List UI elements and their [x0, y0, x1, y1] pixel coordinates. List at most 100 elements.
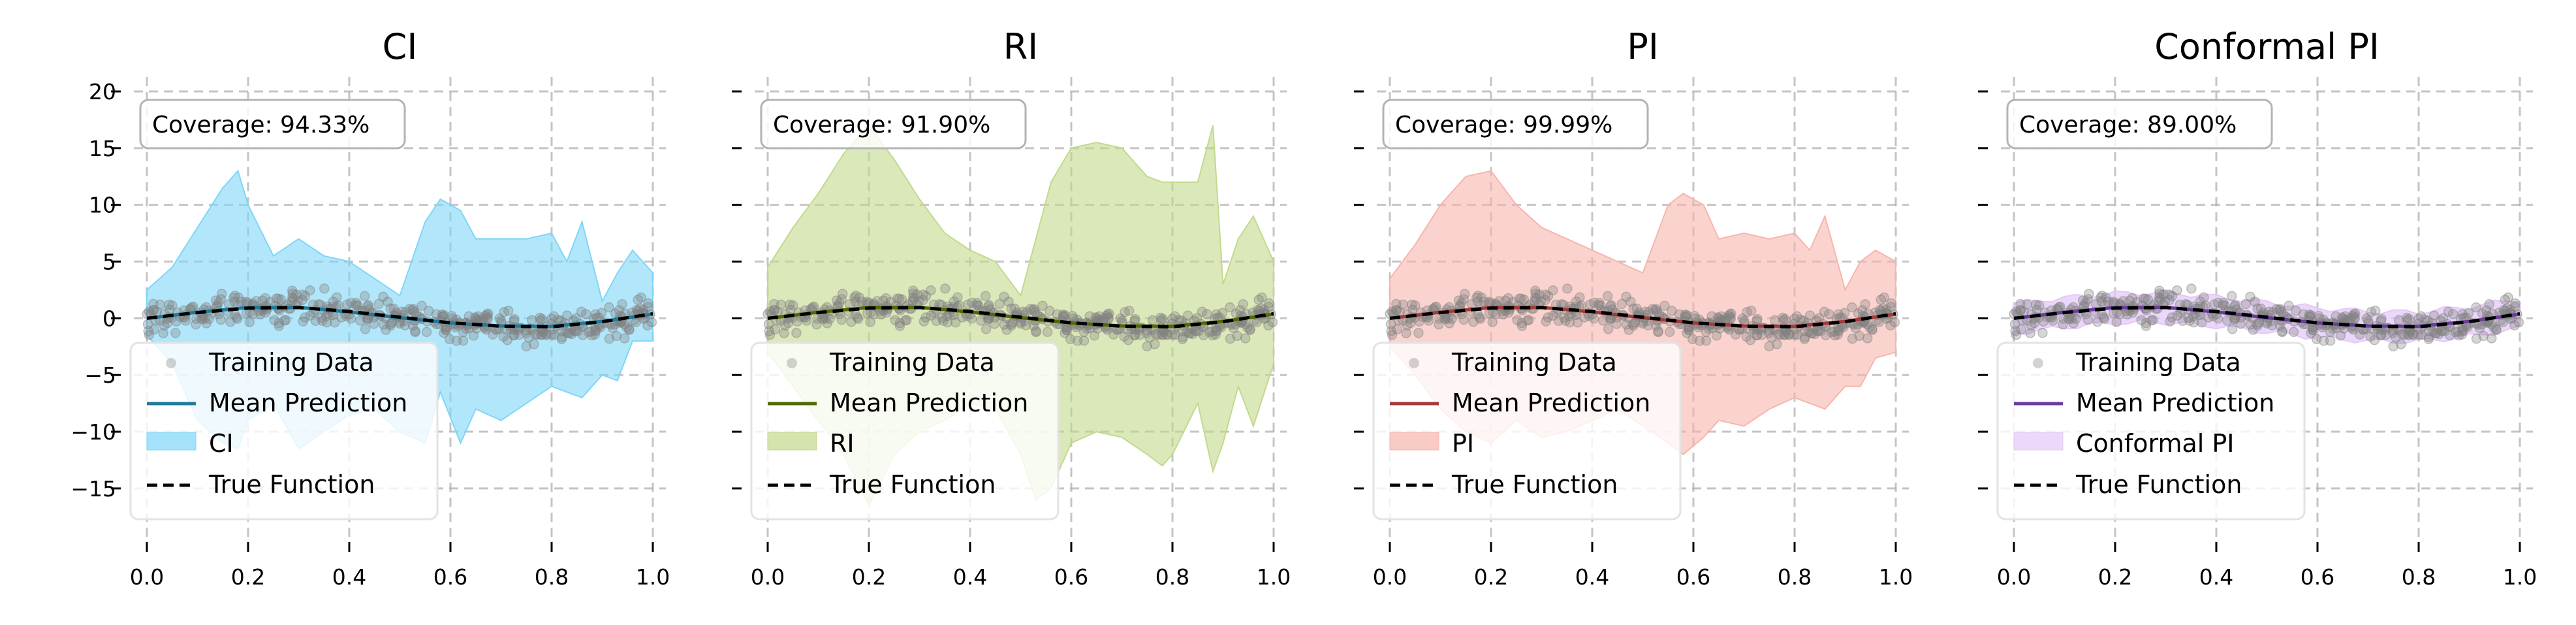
training-point [1006, 303, 1016, 314]
training-point [1627, 319, 1639, 330]
training-point [768, 305, 779, 316]
training-point [849, 292, 860, 303]
x-tick-label: 0.0 [1997, 564, 2031, 590]
training-point [1647, 304, 1658, 315]
training-point [170, 328, 181, 338]
x-tick-label: 0.0 [751, 564, 785, 590]
training-point [1120, 306, 1130, 317]
training-point [1603, 324, 1614, 334]
training-point [1401, 328, 1411, 338]
training-point [981, 324, 992, 334]
training-point [1626, 296, 1636, 307]
x-tick-label: 1.0 [636, 564, 670, 590]
legend-box [750, 342, 1060, 521]
training-point [1687, 334, 1698, 345]
training-point [2114, 309, 2125, 319]
training-point [288, 294, 299, 305]
training-point [291, 289, 302, 300]
training-point [2058, 319, 2068, 330]
training-point [2218, 298, 2229, 308]
legend-band-swatch [2013, 432, 2064, 451]
training-point [482, 312, 493, 323]
training-point [2183, 313, 2194, 323]
training-point [2167, 291, 2178, 302]
training-point [1162, 330, 1172, 340]
training-point [236, 296, 247, 307]
training-point [1169, 329, 1180, 340]
training-point [791, 328, 802, 338]
training-point [1757, 329, 1768, 340]
training-point [862, 308, 873, 319]
training-point [1093, 311, 1105, 322]
training-point [1642, 320, 1654, 330]
training-point [1387, 306, 1398, 317]
training-point [1534, 289, 1545, 300]
training-point [1711, 330, 1722, 341]
training-point [1405, 317, 1416, 329]
panel-title: CI [383, 26, 418, 67]
training-point [431, 309, 442, 320]
training-point [1141, 328, 1152, 338]
x-tick-label: 0.0 [1373, 564, 1407, 590]
x-tick-label: 0.4 [2199, 564, 2233, 590]
training-point [1020, 320, 1031, 330]
training-point [2140, 293, 2151, 304]
training-point [2275, 304, 2285, 315]
coverage-box [2006, 99, 2273, 150]
training-point [2186, 283, 2197, 294]
training-point [894, 293, 905, 304]
legend-box [129, 342, 439, 521]
training-point [2092, 317, 2103, 327]
training-point [1061, 325, 1072, 336]
x-tick-label: 0.8 [2402, 564, 2436, 590]
training-point [642, 320, 653, 331]
training-point [444, 334, 455, 345]
training-point [2450, 327, 2461, 338]
training-point [952, 292, 963, 302]
training-point [2080, 298, 2091, 308]
training-point [1651, 304, 1661, 315]
training-point [228, 292, 239, 303]
training-point [229, 296, 240, 307]
training-point [363, 300, 373, 311]
training-point [1184, 328, 1195, 339]
true-function-line [146, 306, 653, 329]
training-point [604, 333, 615, 344]
training-point [2015, 305, 2026, 316]
training-point [2103, 296, 2114, 307]
training-point [792, 316, 802, 327]
training-point [643, 298, 653, 309]
training-point [1680, 309, 1691, 320]
training-point [2154, 293, 2165, 303]
training-point [1725, 312, 1736, 323]
training-point [2252, 303, 2263, 314]
training-point [2172, 285, 2182, 296]
training-point [1003, 296, 1014, 307]
training-point [1423, 315, 1434, 326]
training-point [362, 301, 373, 312]
training-point [316, 313, 327, 323]
training-point [1751, 330, 1762, 341]
training-point [1475, 313, 1486, 325]
training-point [1522, 315, 1533, 326]
training-point [1263, 302, 1274, 312]
training-point [546, 329, 557, 340]
training-point [963, 299, 973, 310]
training-point [2098, 312, 2109, 323]
training-point [171, 316, 181, 327]
training-point [1453, 295, 1464, 306]
training-point [1516, 321, 1528, 331]
training-point [1177, 332, 1188, 343]
training-point [2331, 311, 2341, 322]
training-point [1562, 283, 1573, 294]
legend-box [1996, 342, 2306, 521]
training-point [1799, 334, 1810, 344]
training-point [2404, 313, 2414, 325]
x-tick-label: 0.4 [1575, 564, 1609, 590]
training-point [1752, 313, 1763, 325]
training-point [852, 312, 863, 323]
training-point [1548, 285, 1558, 296]
training-point [2252, 319, 2263, 330]
training-point [2276, 307, 2287, 317]
training-point [976, 315, 986, 326]
